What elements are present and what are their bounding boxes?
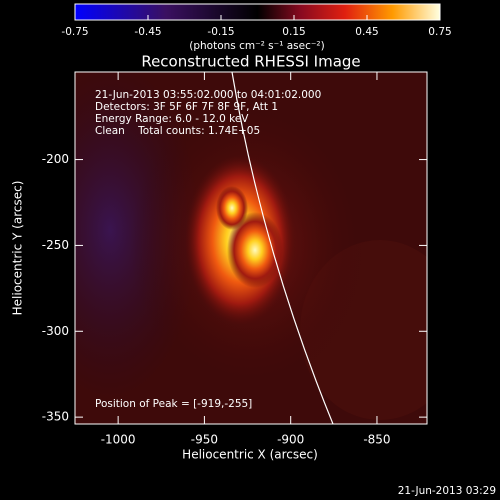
annotation: Clean Total counts: 1.74E+05 [95, 125, 260, 137]
chart-title: Reconstructed RHESSI Image [141, 53, 360, 71]
image [75, 72, 427, 424]
y-tick-label: -200 [42, 152, 69, 166]
colorbar-tick-label: -0.45 [134, 26, 161, 38]
y-tick-label: -250 [42, 238, 69, 252]
annotation: 21-Jun-2013 03:55:02.000 to 04:01:02.000 [95, 89, 321, 101]
colorbar-tick-label: 0.75 [428, 26, 451, 38]
colorbar-tick-label: -0.75 [61, 26, 88, 38]
y-axis-label: Heliocentric Y (arcsec) [11, 181, 25, 316]
annotation: Energy Range: 6.0 - 12.0 keV [95, 113, 249, 125]
colorbar-label: (photons cm⁻² s⁻¹ asec⁻²) [189, 40, 324, 52]
peak-label: Position of Peak = [-919,-255] [95, 398, 252, 410]
colorbar-tick-label: 0.15 [282, 26, 305, 38]
x-tick-label: -950 [191, 433, 218, 447]
colorbar-tick-label: -0.15 [207, 26, 234, 38]
timestamp: 21-Jun-2013 03:29 [398, 485, 496, 497]
colorbar [74, 3, 441, 21]
y-tick-label: -350 [42, 410, 69, 424]
x-axis-label: Heliocentric X (arcsec) [182, 448, 318, 462]
annotation: Detectors: 3F 5F 6F 7F 8F 9F, Att 1 [95, 101, 278, 113]
plot-frame [74, 71, 428, 425]
x-tick-label: -1000 [101, 433, 136, 447]
x-tick-label: -900 [277, 433, 304, 447]
y-tick-label: -300 [42, 324, 69, 338]
x-tick-label: -850 [363, 433, 390, 447]
colorbar-tick-label: 0.45 [355, 26, 378, 38]
